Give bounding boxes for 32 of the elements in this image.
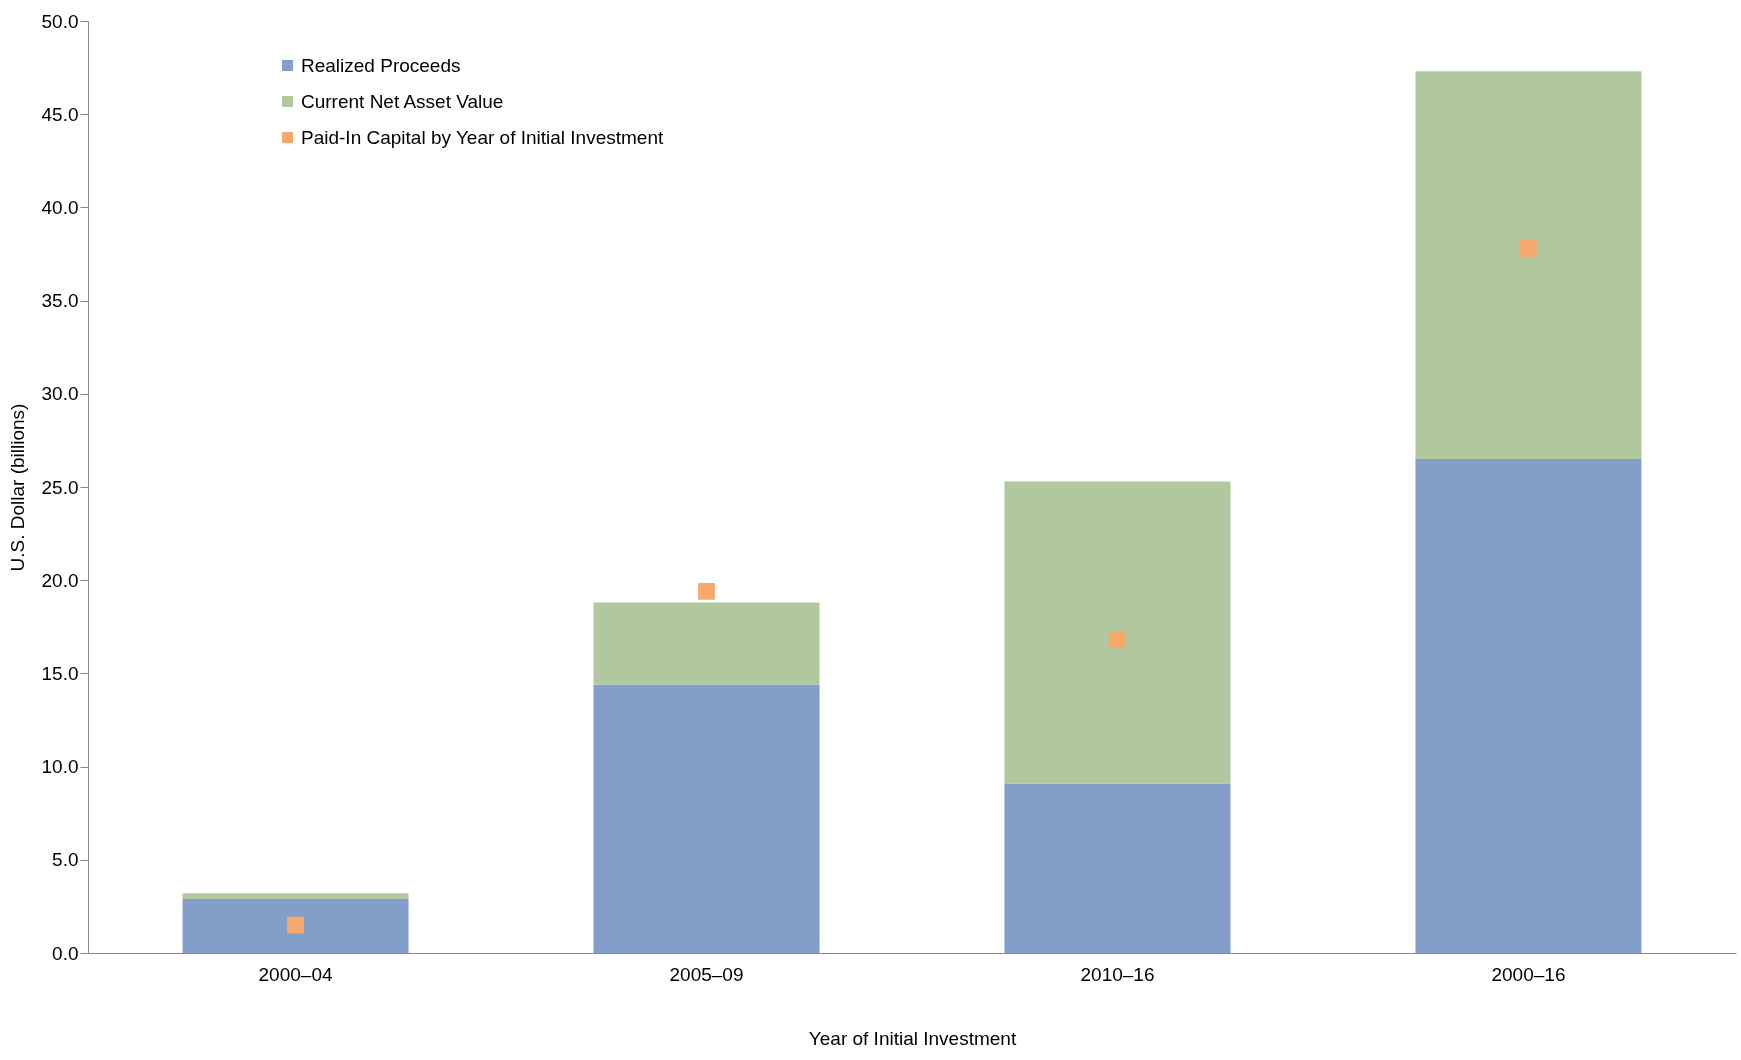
x-axis-title: Year of Initial Investment: [808, 1027, 1017, 1049]
bar: [1004, 481, 1231, 784]
y-tick-label: 15.0: [41, 662, 79, 684]
y-tick-label: 35.0: [41, 290, 79, 312]
y-tick-label: 40.0: [41, 196, 79, 218]
y-tick-label: 10.0: [41, 756, 79, 778]
y-tick-label: 50.0: [41, 10, 79, 32]
bar: [1004, 783, 1231, 953]
x-tick-label: 2000–04: [258, 963, 333, 985]
y-tick-label: 45.0: [41, 103, 79, 125]
y-tick-label: 5.0: [52, 849, 79, 871]
x-tick-label: 2000–16: [1491, 963, 1566, 985]
legend-label: Paid-In Capital by Year of Initial Investment: [301, 126, 664, 148]
bar: [593, 602, 820, 685]
point: [698, 583, 715, 600]
legend-label: Current Net Asset Value: [301, 90, 504, 112]
y-tick-label: 20.0: [41, 569, 79, 591]
y-tick-label: 30.0: [41, 383, 79, 405]
point: [1109, 631, 1126, 649]
y-axis-title: U.S. Dollar (billions): [6, 403, 28, 572]
legend-label: Realized Proceeds: [301, 54, 461, 76]
bar: [593, 684, 820, 953]
bar: [1415, 459, 1642, 953]
bar: [182, 893, 409, 899]
y-tick-label: 25.0: [41, 476, 79, 498]
point: [287, 916, 304, 934]
bar: [182, 898, 409, 953]
point: [1520, 240, 1537, 257]
bar: [1415, 71, 1642, 460]
x-tick-label: 2005–09: [669, 963, 744, 985]
y-tick-label: 0.0: [52, 942, 79, 964]
x-tick-label: 2010–16: [1080, 963, 1155, 985]
